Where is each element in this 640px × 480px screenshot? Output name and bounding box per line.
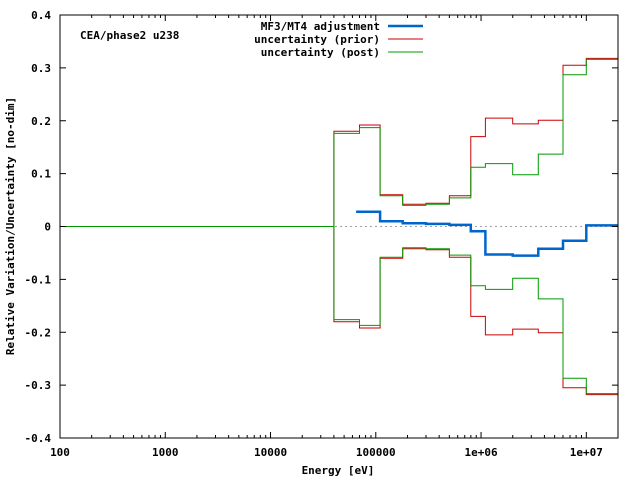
x-tick-label: 1e+06 bbox=[464, 446, 497, 459]
series-line-0 bbox=[356, 210, 618, 257]
x-tick-label: 1e+07 bbox=[570, 446, 603, 459]
series-layer bbox=[60, 57, 618, 396]
legend-label-0: MF3/MT4 adjustment bbox=[261, 20, 380, 33]
y-tick-label: 0.4 bbox=[31, 9, 51, 22]
series-line-2-lower bbox=[60, 226, 618, 395]
y-tick-label: 0.3 bbox=[31, 62, 51, 75]
x-tick-label: 10000 bbox=[254, 446, 287, 459]
ticks-layer: -0.4 -0.3 -0.2 -0.1 0 0.1 0.2 0.3 0.4 100 1000 1000… bbox=[25, 9, 619, 459]
x-axis-label: Energy [eV] bbox=[302, 464, 375, 477]
y-tick-label: -0.1 bbox=[25, 273, 52, 286]
series-line-2-upper bbox=[60, 58, 618, 227]
y-tick-label: -0.2 bbox=[25, 326, 52, 339]
series-line-1-lower bbox=[60, 226, 618, 396]
x-tick-label: 100 bbox=[50, 446, 70, 459]
x-tick-label: 1000 bbox=[152, 446, 179, 459]
chart-annotation: CEA/phase2 u238 bbox=[80, 29, 179, 42]
legend-label-2: uncertainty (post) bbox=[261, 46, 380, 59]
y-tick-label: -0.3 bbox=[25, 379, 52, 392]
y-tick-label: -0.4 bbox=[25, 432, 52, 445]
legend-label-1: uncertainty (prior) bbox=[254, 33, 380, 46]
x-tick-label: 100000 bbox=[356, 446, 396, 459]
y-axis-label: Relative Variation/Uncertainty [no-dim] bbox=[4, 97, 17, 355]
series-line-1-upper bbox=[60, 57, 618, 227]
y-tick-label: 0.2 bbox=[31, 115, 51, 128]
y-tick-label: 0 bbox=[44, 221, 51, 234]
y-tick-label: 0.1 bbox=[31, 168, 51, 181]
